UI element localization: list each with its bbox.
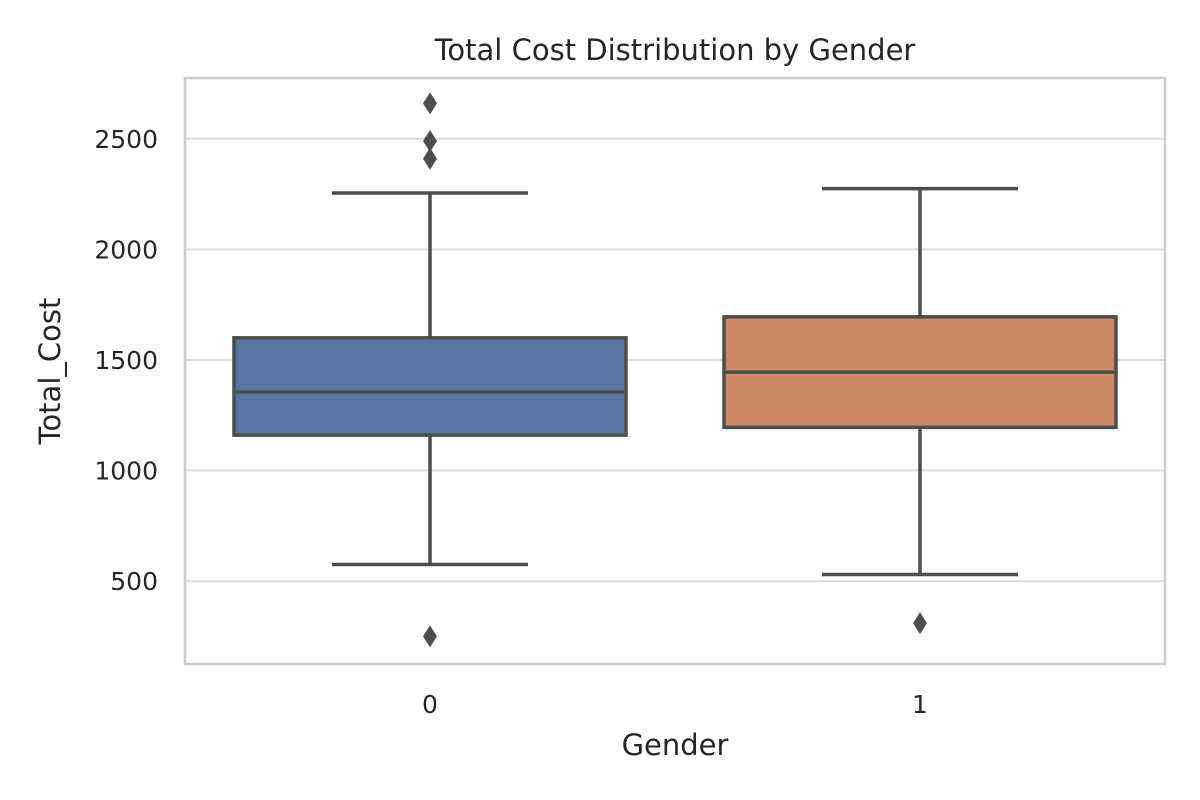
- plot-frame: [183, 76, 1167, 666]
- y-tick-label: 1500: [94, 346, 158, 375]
- box-group-1: [722, 186, 1118, 635]
- y-tick-label: 2500: [94, 125, 158, 154]
- box-layer: [232, 92, 1118, 648]
- y-axis-label: Total_Cost: [33, 298, 67, 446]
- tick-layer: 500 1000 1500 2000 2500 0 1: [94, 125, 928, 719]
- y-tick-label: 1000: [94, 457, 158, 486]
- iqr-box: [232, 336, 628, 437]
- x-tick-label: 0: [422, 690, 438, 719]
- outlier-point: [423, 92, 437, 115]
- box-group-0: [232, 92, 628, 648]
- y-tick-label: 500: [110, 567, 158, 596]
- outlier-point: [423, 147, 437, 170]
- x-tick-label: 1: [912, 690, 928, 719]
- outlier-point: [423, 625, 437, 648]
- x-axis-label: Gender: [622, 728, 729, 762]
- chart-title: Total Cost Distribution by Gender: [434, 33, 916, 67]
- outlier-point: [913, 612, 927, 635]
- y-tick-label: 2000: [94, 235, 158, 264]
- outlier-point: [423, 130, 437, 153]
